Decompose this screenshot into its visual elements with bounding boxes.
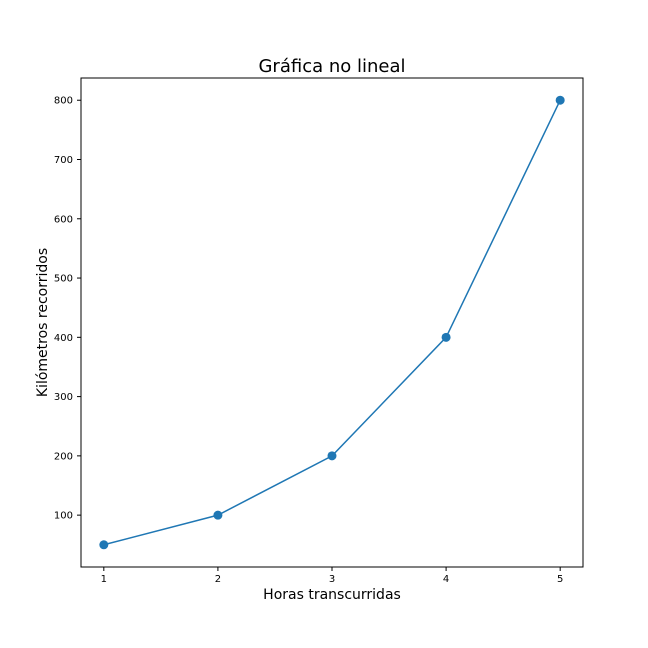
chart-title: Gráfica no lineal xyxy=(258,56,405,77)
data-point xyxy=(99,540,109,550)
series-group xyxy=(99,95,565,550)
x-tick-label: 1 xyxy=(101,574,107,585)
x-tick-label: 4 xyxy=(443,574,449,585)
data-point xyxy=(441,332,451,342)
x-tick-label: 3 xyxy=(329,574,335,585)
x-tick-label: 2 xyxy=(215,574,221,585)
y-tick-label: 600 xyxy=(54,214,73,225)
x-axis-ticks: 1 2 3 4 5 xyxy=(101,567,563,585)
y-tick-label: 100 xyxy=(54,511,73,522)
y-tick-label: 500 xyxy=(54,274,73,285)
y-axis-label: Kilómetros recorridos xyxy=(35,248,51,397)
data-point xyxy=(327,451,337,461)
y-tick-label: 300 xyxy=(54,392,73,403)
y-tick-label: 200 xyxy=(54,451,73,462)
data-point xyxy=(213,510,223,520)
x-tick-label: 5 xyxy=(557,574,563,585)
y-tick-label: 400 xyxy=(54,333,73,344)
y-tick-label: 800 xyxy=(54,96,73,107)
data-point xyxy=(555,95,565,105)
y-axis-ticks: 100 200 300 400 500 600 700 800 xyxy=(54,96,81,522)
plot-area xyxy=(80,77,584,568)
x-axis-label: Horas transcurridas xyxy=(263,587,401,603)
y-tick-label: 700 xyxy=(54,155,73,166)
